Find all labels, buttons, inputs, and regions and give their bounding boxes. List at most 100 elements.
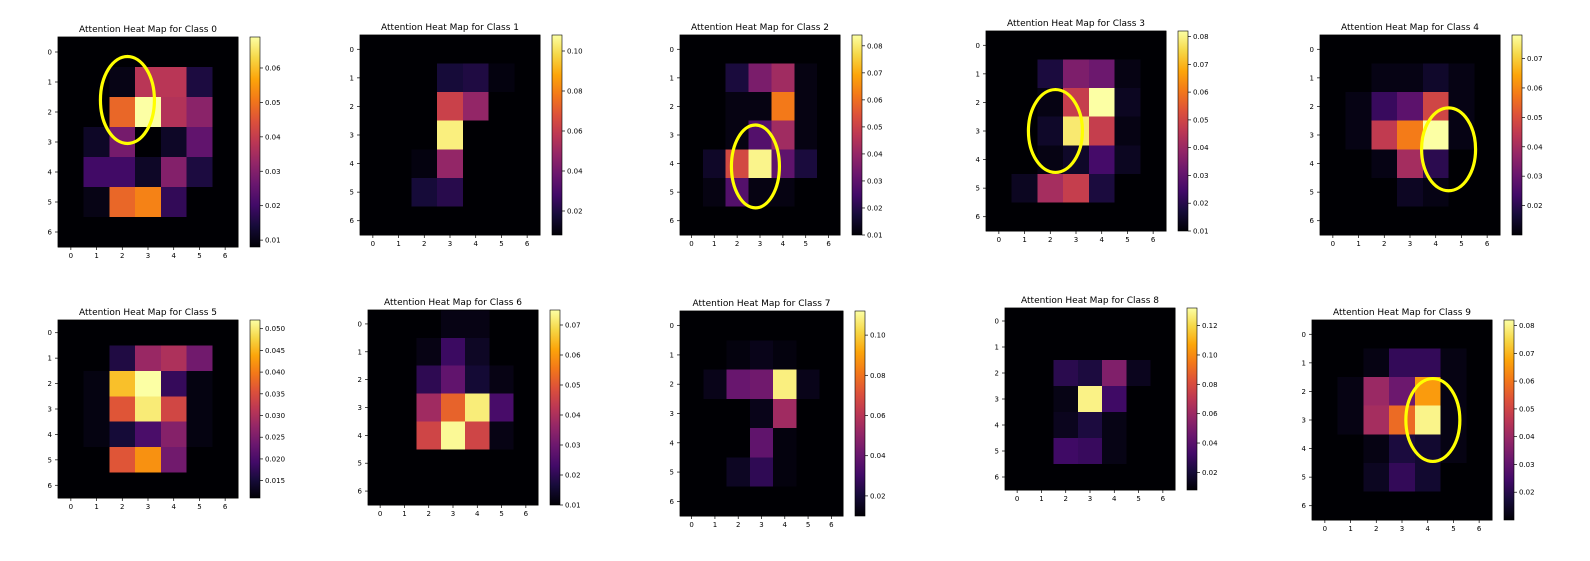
heatmap-cell [462,92,490,122]
colorbar-tick-label: 0.08 [1193,33,1209,41]
heatmap-cell [1312,348,1339,378]
heatmap-panel-4: Attention Heat Map for Class 4 0 1 2 3 4 5 6 0 1 2… [1310,23,1544,248]
colorbar [1503,319,1515,521]
highlight-ellipse [98,54,157,146]
x-tick-label: 0 [689,240,693,248]
heatmap-cell [702,63,727,93]
heatmap-cell [1150,438,1176,465]
heatmap-panel-3: Attention Heat Map for Class 3 0 1 2 3 4 5 6 0 1 2… [976,19,1210,244]
chart-title: Attention Heat Map for Class 6 [384,298,522,308]
heatmap-cell [771,120,795,150]
colorbar-tick-label: 0.045 [265,347,285,355]
heatmap-cell [1011,116,1038,146]
heatmap-cell [817,63,841,93]
heatmap-cell [83,447,110,474]
heatmap-cell [83,421,110,448]
colorbar-tick-label: 0.06 [567,128,583,136]
x-tick-label: 5 [1136,495,1140,503]
heatmap-cell [1474,206,1501,236]
heatmap-cell [1414,377,1442,407]
heatmap-cell [212,67,239,98]
heatmap-cell [773,398,797,429]
heatmap-cell [680,120,704,150]
colorbar [1177,30,1189,232]
colorbar-tick-label: 0.050 [265,325,285,333]
heatmap-cell [392,449,418,478]
heatmap-cell [1005,308,1030,335]
heatmap-cell [360,177,387,207]
chart-title: Attention Heat Map for Class 5 [79,308,217,318]
heatmap-cell [1126,308,1152,335]
y-tick-label: 5 [48,456,52,464]
y-tick-label: 3 [48,139,52,147]
heatmap-cell [1345,63,1372,93]
x-tick-label: 3 [451,510,455,518]
y-tick-label: 0 [670,46,674,54]
heatmap-cell [416,449,442,478]
colorbar-tick-label: 0.06 [867,96,883,104]
y-tick-label: 0 [350,46,354,54]
heatmap-cell [437,35,464,65]
y-tick-label: 6 [350,217,355,225]
x-tick-label: 5 [197,503,201,511]
heatmap-cell [1371,177,1398,207]
heatmap-cell [749,428,774,458]
heatmap-cell [489,449,515,478]
heatmap-cell [1397,92,1424,122]
heatmap-cell [680,340,704,371]
heatmap-cell [392,310,418,339]
heatmap-cell [796,311,821,341]
x-tick-label: 4 [171,503,176,511]
y-tick-label: 0 [995,318,999,326]
heatmap-cell [160,157,188,188]
heatmap-cell [749,486,774,517]
heatmap-cell [437,92,464,122]
heatmap-cell [411,120,438,150]
heatmap-cell [680,177,704,207]
heatmap-cell [489,393,515,422]
heatmap-cell [1414,434,1442,464]
heatmap-cell [411,35,438,65]
colorbar [549,309,561,506]
x-tick-label: 5 [1451,525,1455,533]
colorbar-tick-label: 0.10 [1202,351,1218,359]
y-tick-label: 2 [358,376,362,384]
heatmap-cell [437,149,464,179]
heatmap-cell [392,393,418,422]
y-tick-label: 4 [995,422,1000,430]
heatmap-cell [1114,31,1141,61]
x-tick-label: 6 [826,240,831,248]
x-tick-label: 4 [1112,495,1117,503]
colorbar-tick-label: 0.05 [1527,114,1543,122]
heatmap-cell [83,320,110,346]
heatmap-cell [1077,386,1103,413]
colorbar-tick-label: 0.040 [265,369,285,377]
heatmap-cell [58,472,85,499]
x-tick-label: 6 [223,252,228,260]
heatmap-cell [186,127,213,158]
x-tick-label: 1 [402,510,406,518]
colorbar-tick-label: 0.05 [1193,116,1209,124]
y-tick-label: 5 [350,189,354,197]
y-tick-label: 5 [976,185,980,193]
heatmap-cell [160,187,188,218]
heatmap-cell [1320,35,1347,65]
y-tick-label: 2 [350,103,354,111]
heatmap-cell [411,63,438,93]
heatmap-cell [1345,149,1372,179]
y-tick-label: 0 [670,322,674,330]
heatmap-cell [1063,173,1090,203]
heatmap-cell [1037,59,1064,89]
x-tick-label: 1 [712,240,716,248]
x-tick-label: 1 [1348,525,1352,533]
colorbar-tick-label: 0.05 [867,123,883,131]
heatmap-cell [817,120,841,150]
heatmap-cell [437,120,464,150]
heatmap-cell [796,428,821,458]
heatmap-cell [1150,360,1176,387]
heatmap-cell [749,340,774,371]
y-tick-label: 5 [358,460,362,468]
colorbar-tick-label: 0.04 [567,168,583,176]
heatmap-cell [1448,35,1475,65]
heatmap-cell [1414,348,1442,378]
